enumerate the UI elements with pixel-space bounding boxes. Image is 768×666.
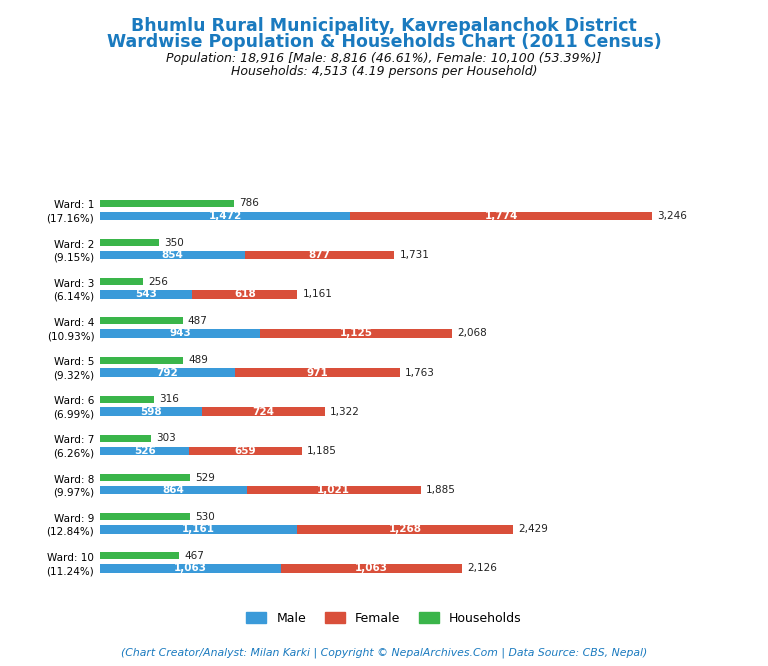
Text: 316: 316 — [159, 394, 179, 404]
Text: Households: 4,513 (4.19 persons per Household): Households: 4,513 (4.19 persons per Hous… — [230, 65, 538, 78]
Text: 489: 489 — [188, 355, 208, 365]
Text: 2,429: 2,429 — [518, 524, 548, 534]
Text: 1,268: 1,268 — [389, 524, 422, 534]
Bar — [100, 513, 190, 520]
Text: 256: 256 — [148, 276, 168, 286]
Bar — [192, 290, 297, 298]
Bar — [100, 525, 297, 533]
Bar — [100, 200, 233, 207]
Bar — [100, 396, 154, 403]
Bar — [100, 278, 144, 285]
Text: 786: 786 — [239, 198, 259, 208]
Text: 1,161: 1,161 — [182, 524, 215, 534]
Bar — [100, 317, 183, 324]
Bar — [100, 290, 192, 298]
Bar — [100, 239, 160, 246]
Bar — [100, 212, 350, 220]
Text: 543: 543 — [135, 289, 157, 299]
Bar — [100, 486, 247, 494]
Bar — [100, 408, 202, 416]
Bar — [235, 368, 400, 377]
Text: 487: 487 — [188, 316, 207, 326]
Text: 2,068: 2,068 — [457, 328, 487, 338]
Text: 1,472: 1,472 — [208, 211, 242, 221]
Bar — [100, 329, 260, 338]
Text: 598: 598 — [140, 407, 161, 417]
Text: 1,763: 1,763 — [405, 368, 435, 378]
Text: 618: 618 — [234, 289, 256, 299]
Text: 1,185: 1,185 — [306, 446, 336, 456]
Bar — [100, 250, 245, 259]
Text: 1,063: 1,063 — [174, 563, 207, 573]
Bar — [100, 356, 183, 364]
Text: 864: 864 — [162, 485, 184, 495]
Text: Population: 18,916 [Male: 8,816 (46.61%), Female: 10,100 (53.39%)]: Population: 18,916 [Male: 8,816 (46.61%)… — [167, 52, 601, 65]
Bar — [281, 564, 462, 573]
Text: 1,731: 1,731 — [399, 250, 429, 260]
Text: 467: 467 — [184, 551, 204, 561]
Bar — [202, 408, 325, 416]
Bar — [350, 212, 652, 220]
Bar — [100, 564, 281, 573]
Text: 792: 792 — [157, 368, 178, 378]
Bar — [100, 474, 190, 481]
Bar — [245, 250, 395, 259]
Bar — [100, 368, 235, 377]
Text: Wardwise Population & Households Chart (2011 Census): Wardwise Population & Households Chart (… — [107, 33, 661, 51]
Text: 1,021: 1,021 — [317, 485, 350, 495]
Text: 1,125: 1,125 — [339, 328, 372, 338]
Text: 530: 530 — [195, 511, 215, 521]
Text: 659: 659 — [235, 446, 257, 456]
Text: 1,885: 1,885 — [425, 485, 455, 495]
Text: 529: 529 — [195, 473, 215, 483]
Bar — [297, 525, 513, 533]
Text: 724: 724 — [252, 407, 274, 417]
Text: 526: 526 — [134, 446, 155, 456]
Bar — [247, 486, 421, 494]
Bar — [100, 447, 190, 456]
Bar — [100, 552, 179, 559]
Text: 1,161: 1,161 — [303, 289, 333, 299]
Text: 2,126: 2,126 — [467, 563, 497, 573]
Text: 943: 943 — [169, 328, 191, 338]
Text: 1,774: 1,774 — [485, 211, 518, 221]
Text: (Chart Creator/Analyst: Milan Karki | Copyright © NepalArchives.Com | Data Sourc: (Chart Creator/Analyst: Milan Karki | Co… — [121, 647, 647, 658]
Text: Bhumlu Rural Municipality, Kavrepalanchok District: Bhumlu Rural Municipality, Kavrepalancho… — [131, 17, 637, 35]
Text: 1,063: 1,063 — [355, 563, 388, 573]
Text: 1,322: 1,322 — [330, 407, 360, 417]
Bar — [260, 329, 452, 338]
Bar — [190, 447, 302, 456]
Text: 303: 303 — [157, 434, 177, 444]
Legend: Male, Female, Households: Male, Female, Households — [241, 607, 527, 630]
Text: 854: 854 — [161, 250, 184, 260]
Text: 350: 350 — [164, 238, 184, 248]
Text: 3,246: 3,246 — [657, 211, 687, 221]
Text: 877: 877 — [309, 250, 331, 260]
Text: 971: 971 — [306, 368, 328, 378]
Bar — [100, 435, 151, 442]
